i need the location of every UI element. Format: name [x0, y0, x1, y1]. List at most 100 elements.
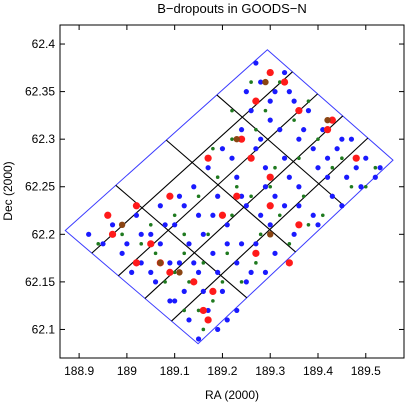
blue-point	[172, 298, 178, 304]
blue-point	[238, 193, 245, 199]
blue-point	[262, 165, 269, 171]
blue-point	[138, 260, 144, 266]
chart-title: B−dropouts in GOODS−N	[157, 1, 307, 16]
blue-point	[281, 203, 288, 209]
blue-point	[195, 212, 202, 218]
mosaic-tile-grid	[91, 71, 369, 322]
blue-point	[272, 193, 278, 199]
x-tick-label: 189.2	[207, 364, 237, 378]
green-point	[349, 184, 354, 189]
blue-point	[262, 184, 269, 190]
blue-point	[133, 212, 140, 218]
blue-point	[152, 279, 159, 285]
green-point	[373, 165, 378, 170]
green-point	[320, 213, 325, 218]
blue-point	[200, 288, 206, 294]
blue-point	[205, 307, 211, 314]
green-point	[206, 232, 210, 237]
blue-point	[148, 231, 154, 237]
red-point	[233, 192, 241, 200]
red-point	[204, 154, 212, 162]
green-point	[196, 308, 201, 313]
green-point	[292, 118, 296, 122]
brown-point	[176, 269, 183, 276]
blue-point	[167, 298, 173, 304]
blue-point	[205, 165, 211, 171]
blue-point	[195, 269, 202, 275]
blue-point	[229, 155, 235, 161]
y-axis-ticks: 62.1 62.15 62.2 62.25 62.3 62.35 62.4	[25, 37, 404, 336]
blue-point	[176, 193, 183, 199]
green-point	[306, 223, 311, 227]
blue-point	[315, 222, 321, 228]
blue-point	[310, 146, 316, 152]
green-point	[258, 232, 263, 237]
blue-point	[210, 212, 216, 218]
green-point	[287, 242, 292, 246]
blue-point	[210, 250, 216, 256]
green-point	[139, 242, 144, 246]
blue-point	[267, 222, 273, 228]
green-point	[96, 242, 101, 246]
blue-point	[172, 222, 178, 228]
blue-point	[281, 155, 288, 161]
green-point	[211, 299, 215, 303]
y-tick-label: 62.2	[32, 227, 56, 241]
blue-point	[315, 165, 321, 171]
red-point	[247, 154, 255, 162]
red-point	[252, 97, 260, 105]
green-point	[234, 184, 239, 189]
tile-line	[165, 139, 296, 253]
red-point	[190, 278, 198, 286]
blue-point	[109, 222, 116, 228]
red-point	[266, 202, 274, 210]
green-point	[297, 156, 301, 160]
red-point	[166, 268, 174, 276]
green-point	[225, 251, 230, 256]
green-point	[182, 308, 187, 313]
red-point	[285, 259, 293, 267]
blue-point	[301, 127, 307, 133]
red-point	[204, 316, 212, 324]
blue-point	[191, 260, 197, 266]
blue-point	[324, 174, 331, 180]
red-point	[147, 240, 155, 248]
blue-point	[286, 89, 292, 95]
blue-point	[353, 165, 359, 171]
blue-point	[267, 98, 273, 104]
blue-point	[344, 174, 350, 180]
x-tick-label: 189.1	[160, 364, 190, 378]
green-point	[182, 251, 187, 256]
blue-point	[248, 269, 254, 275]
red-point	[352, 154, 360, 162]
blue-point	[86, 231, 92, 237]
green-point	[172, 270, 177, 275]
blue-point	[358, 184, 364, 190]
red-point	[266, 68, 274, 77]
red-point	[104, 211, 112, 219]
blue-point	[339, 136, 345, 142]
y-tick-label: 62.1	[32, 322, 56, 336]
blue-point	[258, 212, 264, 218]
blue-point	[234, 260, 240, 266]
red-point	[237, 135, 246, 143]
green-point	[249, 80, 253, 84]
red-point	[132, 259, 141, 267]
brown-point	[118, 221, 126, 228]
brown-point	[267, 231, 274, 238]
blue-point	[363, 155, 369, 161]
green-point	[254, 261, 258, 265]
x-tick-label: 188.9	[64, 364, 94, 378]
green-point	[277, 80, 282, 84]
green-point	[230, 137, 234, 141]
x-tick-label: 189	[117, 364, 137, 378]
green-point	[220, 280, 225, 284]
brown-point	[262, 78, 269, 86]
green-point	[340, 156, 344, 160]
blue-point	[348, 136, 355, 142]
blue-point	[124, 241, 130, 247]
brown-point	[324, 116, 331, 124]
green-point	[230, 213, 234, 218]
green-point	[263, 108, 268, 113]
blue-point	[224, 222, 230, 228]
